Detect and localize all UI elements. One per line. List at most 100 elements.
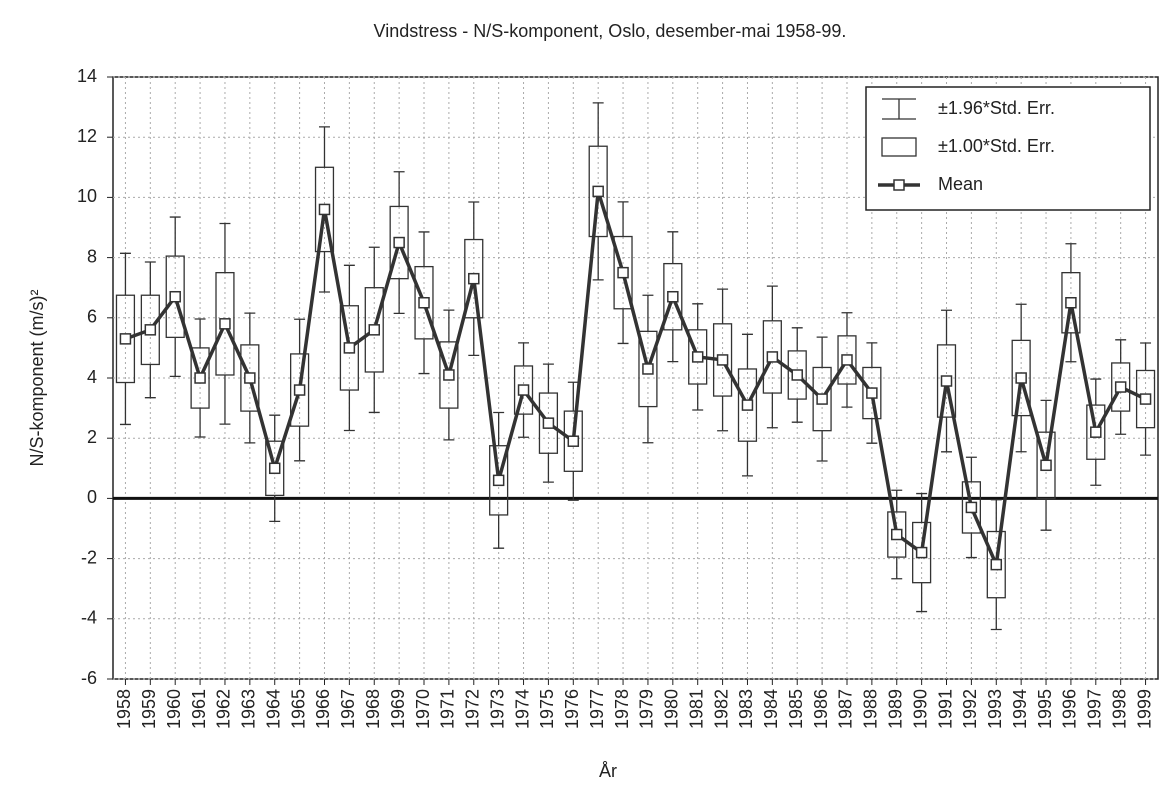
x-tick-label: 1987 — [836, 689, 856, 729]
x-tick-label: 1971 — [438, 689, 458, 729]
x-tick-label: 1973 — [487, 689, 507, 729]
error-box — [1011, 339, 1031, 417]
whisker — [294, 318, 306, 462]
whisker — [244, 312, 256, 444]
whisker — [418, 231, 430, 375]
x-tick-label: 1989 — [886, 689, 906, 729]
mean-marker — [691, 351, 704, 363]
legend-label: ±1.96*Std. Err. — [938, 98, 1055, 118]
mean-marker — [268, 462, 281, 475]
mean-marker — [194, 372, 206, 384]
mean-marker — [990, 558, 1003, 571]
x-tick-label: 1975 — [537, 689, 557, 729]
whisker — [493, 411, 505, 549]
mean-marker — [617, 266, 629, 279]
y-tick-label: 14 — [77, 66, 97, 86]
mean-line — [124, 190, 1147, 572]
mean-marker — [169, 290, 181, 303]
error-box — [140, 294, 160, 366]
y-tick-label: 6 — [87, 307, 97, 327]
legend-box — [865, 86, 1151, 211]
mean-marker — [965, 501, 978, 514]
whisker — [319, 126, 330, 293]
error-box — [389, 205, 409, 280]
error-box — [339, 305, 359, 391]
whisker — [1065, 243, 1077, 363]
x-tick-label: 1995 — [1035, 689, 1055, 729]
error-box — [936, 344, 957, 418]
error-box — [1036, 431, 1056, 500]
mean-marker — [542, 417, 555, 429]
mean-marker — [915, 546, 928, 559]
mean-marker — [492, 474, 505, 487]
whisker — [766, 285, 778, 429]
mean-marker — [741, 399, 754, 411]
error-box — [165, 255, 185, 339]
error-box — [190, 347, 210, 409]
error-box — [314, 166, 335, 253]
x-tick-label: 1981 — [686, 689, 706, 729]
whisker — [990, 499, 1002, 631]
mean-marker — [293, 384, 306, 396]
y-tick-label: 8 — [87, 246, 97, 266]
x-tick-label: 1999 — [1134, 689, 1154, 729]
error-box — [961, 481, 982, 534]
legend-mean-marker — [893, 179, 905, 191]
whisker — [1140, 342, 1152, 456]
x-tick-label: 1991 — [935, 689, 955, 729]
x-tick-label: 1960 — [164, 689, 184, 729]
mean-marker — [443, 369, 455, 381]
error-box — [513, 365, 534, 415]
x-tick-label: 1958 — [114, 689, 134, 729]
mean-marker — [567, 435, 580, 447]
error-box — [812, 366, 832, 432]
whisker — [841, 312, 853, 408]
mean-marker — [891, 528, 903, 541]
whisker — [443, 309, 455, 441]
x-tick-label: 1988 — [861, 689, 881, 729]
mean-marker — [468, 272, 480, 285]
chart-title: Vindstress - N/S-komponent, Oslo, desemb… — [374, 21, 847, 41]
mean-marker — [667, 290, 679, 303]
x-tick-label: 1961 — [189, 689, 209, 729]
y-tick-label: 4 — [87, 367, 97, 387]
legend-box-symbol — [881, 137, 917, 157]
whisker — [219, 222, 231, 425]
legend-whisker — [882, 98, 916, 120]
error-box — [538, 392, 559, 454]
mean-marker — [841, 354, 853, 366]
x-tick-label: 1966 — [313, 689, 333, 729]
x-tick-label: 1983 — [736, 689, 756, 729]
error-box — [638, 330, 658, 408]
whisker — [891, 489, 903, 580]
error-box — [289, 353, 310, 427]
whisker — [144, 261, 156, 399]
error-box — [912, 521, 932, 584]
error-box — [1086, 404, 1106, 460]
whisker — [368, 246, 380, 414]
x-tick-label: 1998 — [1109, 689, 1129, 729]
error-box — [215, 271, 235, 376]
y-axis-title: N/S-komponent (m/s)² — [27, 289, 47, 466]
whisker — [916, 492, 928, 613]
whisker — [343, 264, 355, 432]
x-tick-label: 1972 — [463, 689, 483, 729]
error-box — [1135, 369, 1156, 429]
mean-marker — [144, 324, 157, 336]
x-tick-label: 1984 — [761, 689, 781, 729]
legend-label: Mean — [938, 174, 983, 194]
whisker — [1040, 399, 1052, 531]
error-box — [862, 366, 882, 420]
mean-marker — [517, 384, 530, 396]
legend-label: ±1.00*Std. Err. — [938, 136, 1055, 156]
mean-marker — [393, 236, 405, 249]
mean-marker — [791, 369, 803, 381]
mean-marker — [1065, 297, 1077, 309]
whisker — [866, 342, 878, 444]
y-tick-label: -2 — [81, 547, 97, 567]
whisker — [617, 201, 629, 345]
whisker — [941, 309, 952, 453]
y-tick-label: -4 — [81, 608, 97, 628]
x-tick-label: 1982 — [711, 689, 731, 729]
whisker — [1115, 339, 1127, 435]
